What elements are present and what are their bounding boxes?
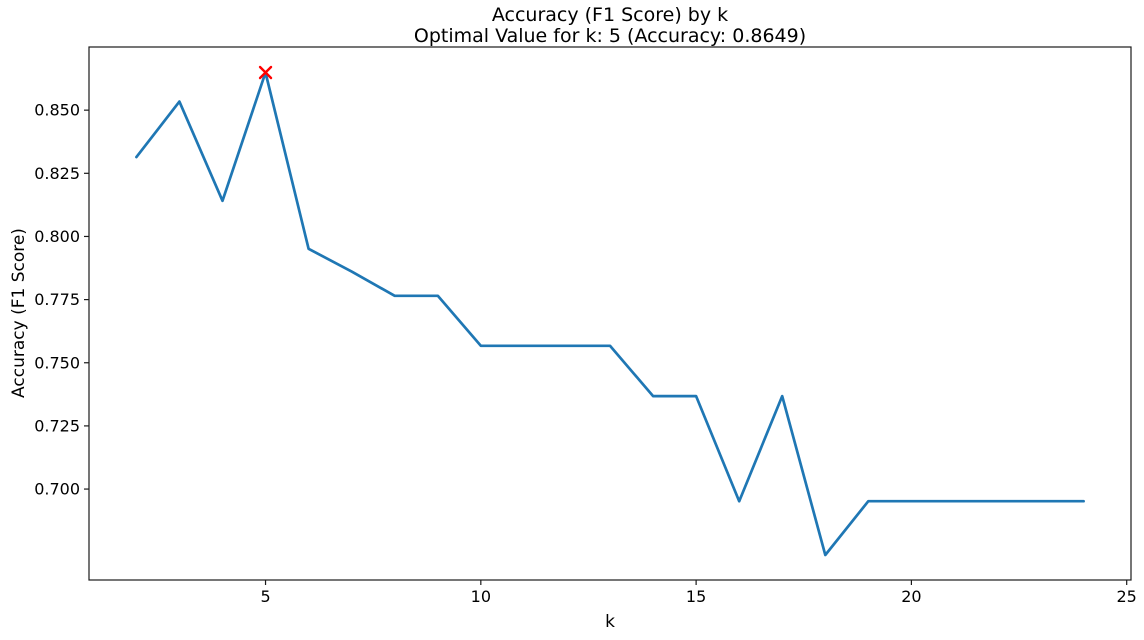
- x-tick-label: 20: [901, 587, 921, 606]
- x-tick-label: 25: [1117, 587, 1137, 606]
- chart-title-line1: Accuracy (F1 Score) by k: [491, 4, 729, 26]
- y-tick-label: 0.775: [34, 290, 80, 309]
- y-tick-label: 0.750: [34, 353, 80, 372]
- y-tick-label: 0.725: [34, 416, 80, 435]
- y-tick-label: 0.850: [34, 101, 80, 120]
- y-tick-label: 0.700: [34, 480, 80, 499]
- optimal-x-marker: [258, 65, 273, 80]
- y-axis-label: Accuracy (F1 Score): [9, 228, 29, 398]
- y-tick-label: 0.825: [34, 164, 80, 183]
- y-tick-label: 0.800: [34, 227, 80, 246]
- x-tick-label: 5: [260, 587, 270, 606]
- plot-border: [88, 46, 1132, 581]
- chart-title: Accuracy (F1 Score) by k Optimal Value f…: [89, 5, 1131, 47]
- x-axis-label: k: [605, 612, 615, 632]
- accuracy-line: [135, 71, 1085, 557]
- chart-title-line2: Optimal Value for k: 5 (Accuracy: 0.8649…: [413, 25, 807, 47]
- x-tick-label: 10: [471, 587, 491, 606]
- x-tick-label: 15: [686, 587, 706, 606]
